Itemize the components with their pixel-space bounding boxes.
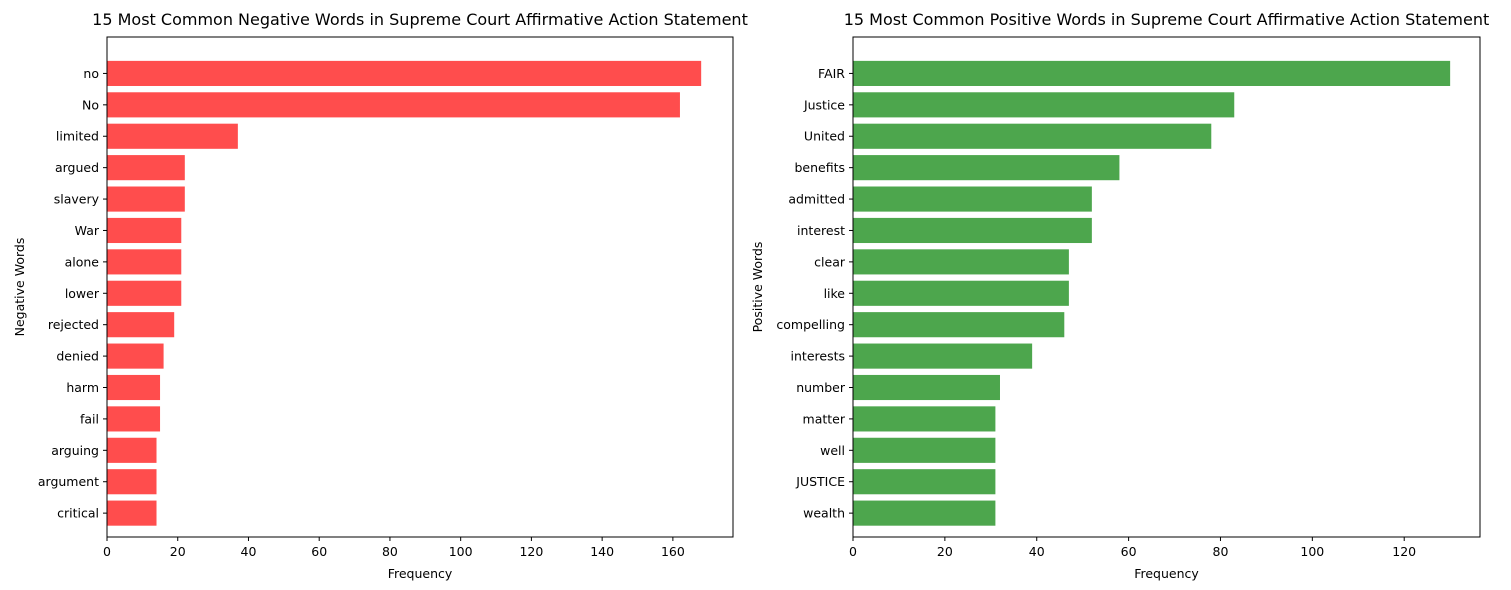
positive-bar-benefits [853, 155, 1120, 181]
negative-y-tick-label: fail [80, 411, 99, 426]
positive-y-tick-label: clear [814, 254, 846, 269]
positive-bar-justice [853, 469, 996, 495]
negative-x-tick-label: 60 [311, 544, 327, 559]
negative-x-axis-label: Frequency [388, 566, 453, 581]
positive-bar-interest [853, 217, 1092, 244]
negative-y-tick-label: lower [65, 286, 100, 301]
negative-y-tick-label: limited [56, 129, 99, 144]
negative-y-tick-label: rejected [48, 317, 99, 332]
negative-y-tick-label: War [75, 223, 100, 238]
positive-y-tick-label: benefits [794, 160, 845, 175]
positive-x-tick-label: 80 [1213, 544, 1229, 559]
positive-y-tick-label: well [820, 443, 845, 458]
negative-x-tick-label: 100 [449, 544, 473, 559]
negative-axes-frame [106, 36, 734, 538]
negative-bar-war [107, 217, 182, 244]
negative-bar-fail [107, 406, 161, 432]
positive-y-tick-label: interest [797, 223, 845, 238]
positive-y-tick-label: United [804, 129, 845, 144]
positive-y-tick-label: admitted [788, 192, 845, 207]
positive-bar-matter [853, 406, 996, 432]
positive-x-tick-label: 20 [937, 544, 953, 559]
positive-x-axis-label: Frequency [1134, 566, 1199, 581]
positive-chart-title: 15 Most Common Positive Words in Supreme… [844, 10, 1490, 29]
positive-y-tick-label: wealth [803, 506, 845, 521]
positive-x-tick-label: 100 [1300, 544, 1324, 559]
positive-y-tick-label: Justice [803, 97, 845, 112]
positive-x-tick-label: 40 [1029, 544, 1045, 559]
positive-y-tick-label: JUSTICE [795, 474, 845, 489]
positive-bar-well [853, 437, 996, 463]
negative-y-tick-label: critical [57, 506, 99, 521]
negative-y-tick-label: no [83, 66, 99, 81]
negative-x-tick-label: 0 [103, 544, 111, 559]
positive-x-tick-label: 0 [849, 544, 857, 559]
negative-bar-slavery [107, 186, 185, 212]
negative-bar-harm [107, 374, 161, 401]
negative-bar-alone [107, 249, 182, 275]
negative-bar-lower [107, 280, 182, 306]
positive-y-axis-label: Positive Words [750, 242, 765, 333]
negative-chart-title: 15 Most Common Negative Words in Supreme… [92, 10, 748, 29]
negative-bar-argued [107, 155, 185, 181]
negative-x-tick-label: 160 [661, 544, 685, 559]
negative-x-tick-label: 80 [382, 544, 398, 559]
positive-axes-frame [852, 36, 1481, 538]
negative-bar-denied [107, 343, 164, 369]
positive-bar-fair [853, 60, 1451, 86]
negative-x-tick-label: 20 [170, 544, 186, 559]
positive-bar-clear [853, 249, 1069, 275]
negative-bar-argument [107, 469, 157, 495]
negative-y-tick-label: arguing [51, 443, 99, 458]
positive-x-tick-label: 120 [1392, 544, 1416, 559]
positive-y-tick-label: number [796, 380, 846, 395]
positive-bar-justice [853, 92, 1235, 118]
positive-y-tick-label: like [824, 286, 846, 301]
negative-y-tick-label: slavery [54, 192, 100, 207]
positive-y-tick-label: interests [791, 349, 845, 364]
negative-bar-limited [107, 123, 238, 149]
positive-bar-interests [853, 343, 1033, 369]
negative-y-tick-label: harm [66, 380, 99, 395]
negative-bar-arguing [107, 437, 157, 463]
positive-bar-like [853, 280, 1069, 306]
negative-y-tick-label: argument [38, 474, 99, 489]
negative-bar-critical [107, 500, 157, 526]
positive-bar-admitted [853, 186, 1092, 212]
negative-x-tick-label: 120 [519, 544, 543, 559]
positive-y-tick-label: FAIR [818, 66, 845, 81]
negative-bar-rejected [107, 312, 175, 338]
negative-y-tick-label: argued [55, 160, 99, 175]
positive-bar-united [853, 123, 1212, 149]
positive-y-tick-label: matter [803, 411, 846, 426]
positive-bar-compelling [853, 312, 1065, 338]
negative-y-tick-label: denied [56, 349, 99, 364]
positive-x-tick-label: 60 [1121, 544, 1137, 559]
negative-bar-no [107, 60, 702, 86]
negative-bar-no [107, 92, 680, 118]
negative-y-axis-label: Negative Words [12, 238, 27, 337]
positive-bar-number [853, 374, 1000, 401]
negative-x-tick-label: 140 [590, 544, 614, 559]
positive-y-tick-label: compelling [776, 317, 845, 332]
negative-y-tick-label: No [82, 97, 99, 112]
positive-bar-wealth [853, 500, 996, 526]
negative-y-tick-label: alone [65, 254, 100, 269]
negative-x-tick-label: 40 [241, 544, 257, 559]
